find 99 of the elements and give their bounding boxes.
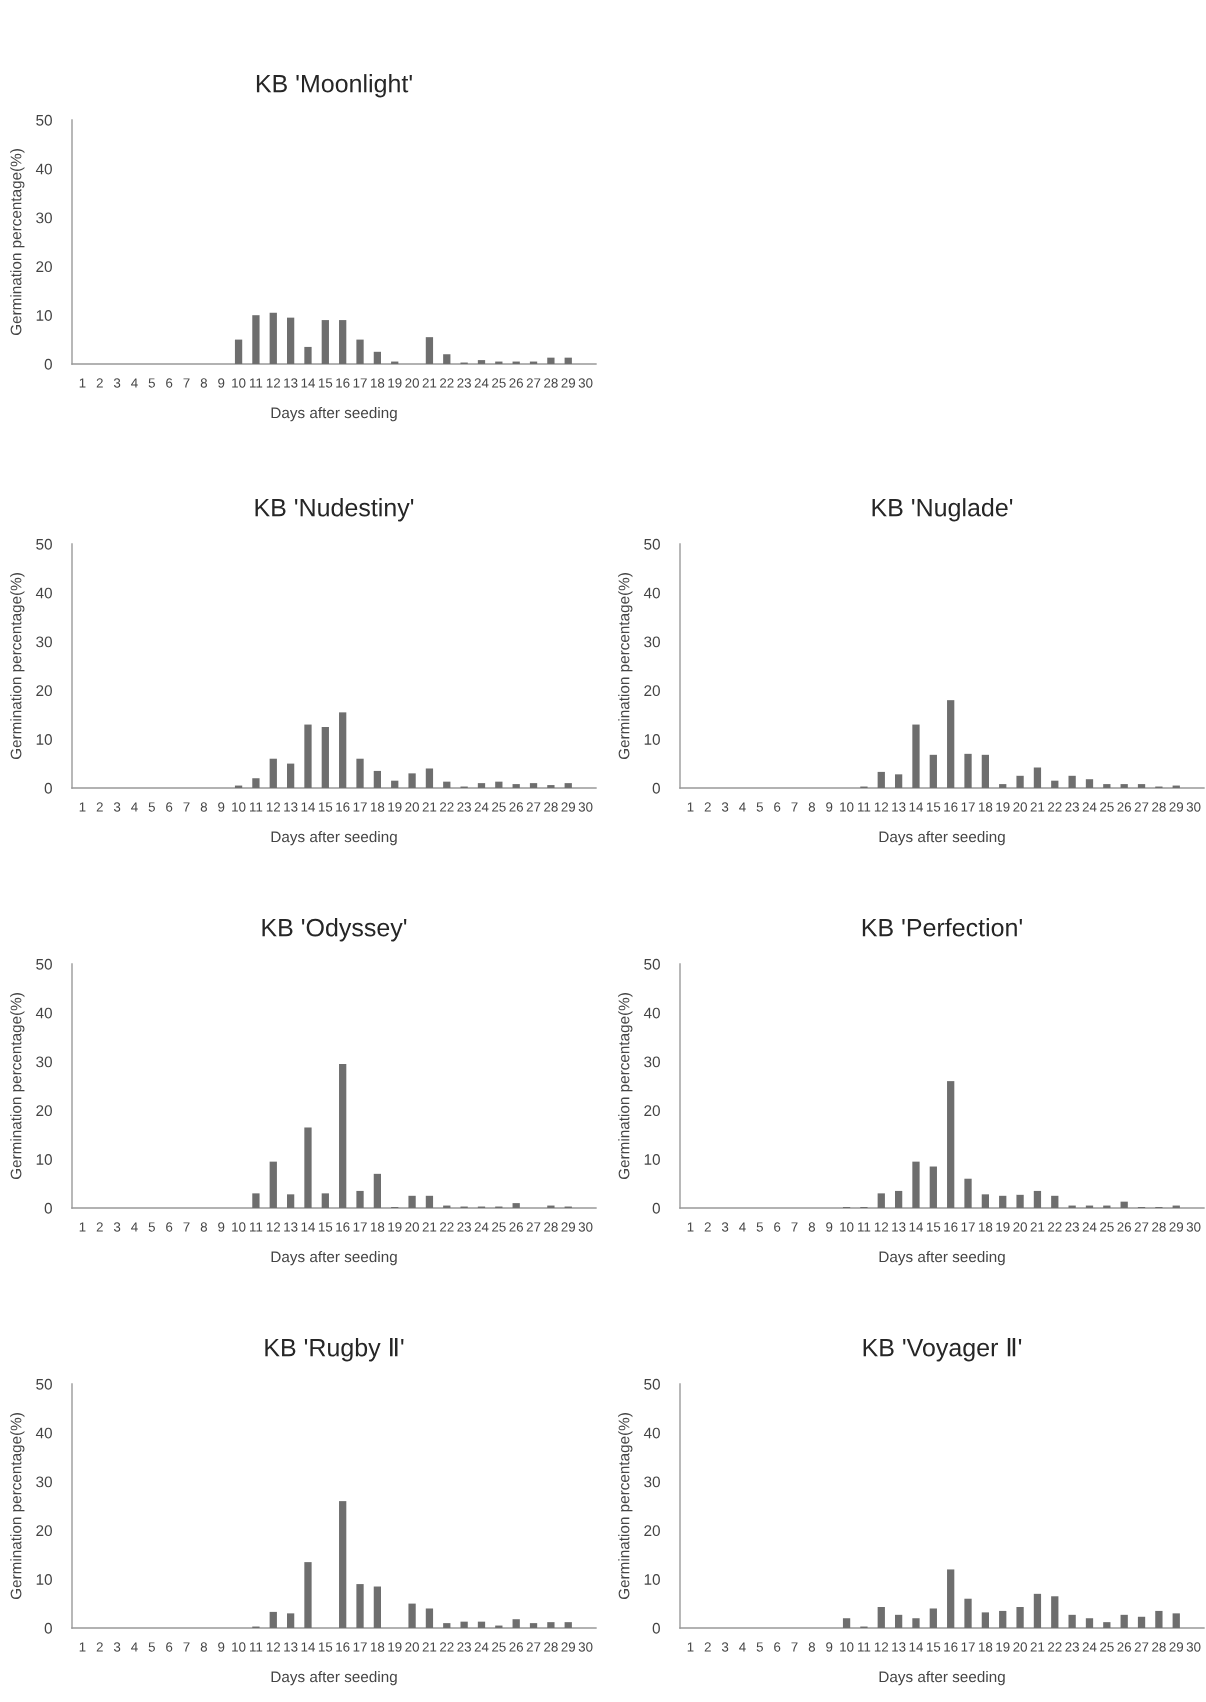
bar [460, 1621, 468, 1628]
bar [1172, 1613, 1180, 1628]
bar [408, 773, 416, 788]
bar [304, 724, 312, 788]
bar [1068, 1614, 1076, 1628]
bar [408, 1603, 416, 1628]
bar [947, 1569, 955, 1628]
bar [425, 1195, 434, 1208]
bar [1016, 1607, 1024, 1628]
bar [391, 780, 399, 788]
bar [512, 1619, 520, 1628]
bar [1051, 780, 1059, 788]
bar [443, 781, 451, 788]
bar [947, 700, 955, 788]
bar [356, 339, 364, 364]
bar [1103, 1622, 1111, 1628]
bar [877, 771, 885, 788]
bar [477, 1621, 486, 1628]
bar [894, 1190, 903, 1208]
bar [894, 1614, 903, 1628]
bar [564, 357, 572, 364]
bar [912, 1618, 920, 1628]
chart-title: KB 'Voyager Ⅱ' [863, 1338, 1022, 1362]
bar [999, 1195, 1007, 1208]
bar [912, 1161, 920, 1208]
bar [964, 753, 972, 788]
bar [339, 1501, 347, 1628]
bar [1016, 1194, 1024, 1208]
bar [443, 354, 451, 364]
bar [981, 754, 990, 788]
bar [321, 1193, 329, 1208]
bar [1033, 1190, 1042, 1208]
bar [304, 1562, 312, 1628]
bar [286, 1613, 295, 1628]
bar [929, 1608, 937, 1628]
bar [1033, 1593, 1042, 1628]
bar [373, 1173, 382, 1208]
bar [286, 763, 295, 788]
bar [425, 337, 434, 364]
bar [947, 1081, 955, 1208]
bar [269, 1611, 277, 1628]
bar [1068, 775, 1076, 788]
chart-title: KB 'Perfection' [862, 918, 1022, 937]
bar [964, 1178, 972, 1208]
bar [373, 351, 382, 364]
bar [269, 312, 277, 364]
chart-title: KB 'Moonlight' [256, 74, 412, 98]
bar [408, 1195, 416, 1208]
bar [234, 339, 243, 364]
bar [304, 1127, 312, 1208]
bar [894, 774, 903, 788]
bar [547, 1622, 555, 1628]
bar [339, 320, 347, 364]
bar [339, 1064, 347, 1208]
bar [1120, 1201, 1128, 1208]
bar [356, 1584, 364, 1628]
bar [252, 1193, 260, 1208]
bar [373, 1586, 382, 1628]
bar [356, 1190, 364, 1208]
bar [425, 768, 434, 788]
bar [547, 357, 555, 364]
bar [929, 754, 937, 788]
bar [877, 1193, 885, 1208]
bar [1155, 1610, 1163, 1628]
chart-title: KB 'Rugby Ⅱ' [265, 1338, 404, 1362]
bar [286, 1194, 295, 1208]
bar [981, 1612, 990, 1628]
bar [1051, 1596, 1059, 1628]
bar [252, 315, 260, 364]
bar [912, 724, 920, 788]
chart-title: KB 'Odyssey' [262, 918, 407, 942]
bar [1085, 779, 1094, 788]
bar [373, 770, 382, 788]
bar [495, 781, 503, 788]
bar [964, 1598, 972, 1628]
bar [999, 1610, 1007, 1628]
bar [1033, 767, 1042, 788]
bar [981, 1194, 990, 1208]
bar [269, 758, 277, 788]
bar [564, 1622, 572, 1628]
bar [842, 1618, 851, 1628]
bar [252, 778, 260, 788]
bar [1051, 1195, 1059, 1208]
bar [356, 758, 364, 788]
bar [425, 1608, 434, 1628]
bar [321, 727, 329, 788]
bar [1085, 1618, 1094, 1628]
bar [877, 1607, 885, 1628]
bar [339, 712, 347, 788]
chart-title: KB 'Nudestiny' [255, 498, 414, 522]
bar [321, 320, 329, 364]
bar [1137, 1616, 1146, 1628]
bar [1016, 775, 1024, 788]
bar [1120, 1614, 1128, 1628]
bar [929, 1166, 937, 1208]
chart-title: KB 'Nuglade' [872, 498, 1013, 522]
bar [286, 317, 295, 364]
bar [269, 1161, 277, 1208]
bar [304, 346, 312, 364]
